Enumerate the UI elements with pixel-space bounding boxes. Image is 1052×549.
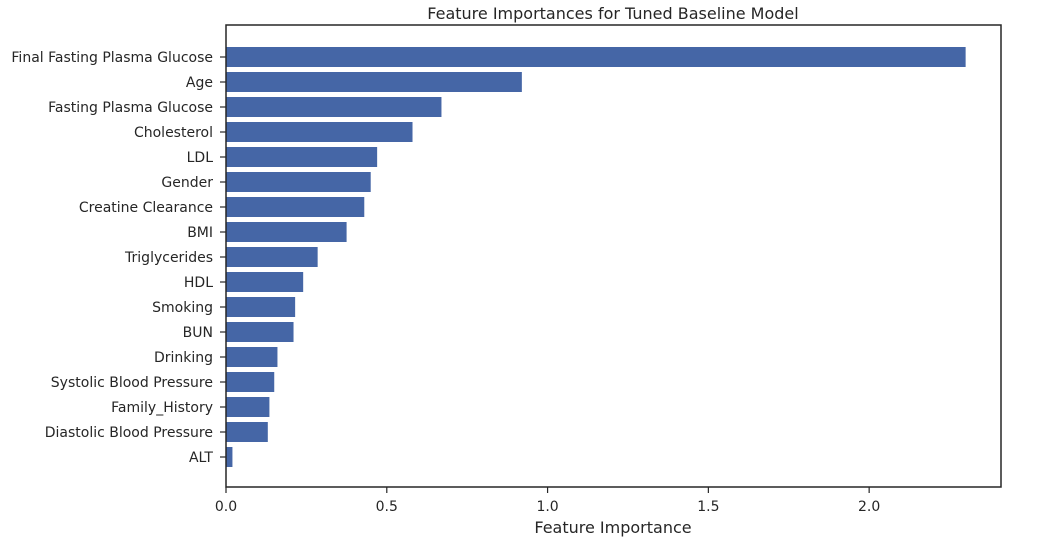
x-tick-label-3: 1.5 [697, 499, 719, 515]
category-label-11: BUN [183, 325, 213, 341]
x-axis-label: Feature Importance [534, 518, 691, 537]
category-label-10: Smoking [152, 300, 213, 316]
x-axis-ticks: 0.0 0.5 1.0 1.5 2.0 [215, 487, 880, 515]
bar-4 [226, 147, 378, 167]
bar-14 [226, 397, 270, 417]
x-tick-label-2: 1.0 [536, 499, 558, 515]
bar-5 [226, 172, 371, 192]
bar-11 [226, 322, 294, 342]
bar-3 [226, 122, 413, 142]
category-label-9: HDL [184, 275, 213, 291]
chart-title: Feature Importances for Tuned Baseline M… [427, 4, 798, 23]
bars-group [226, 47, 966, 467]
bar-7 [226, 222, 347, 242]
bar-13 [226, 372, 275, 392]
x-tick-label-1: 0.5 [376, 499, 398, 515]
bar-9 [226, 272, 304, 292]
category-label-6: Creatine Clearance [79, 200, 213, 216]
category-label-2: Fasting Plasma Glucose [48, 100, 213, 116]
category-label-8: Triglycerides [124, 250, 213, 266]
category-label-14: Family_History [111, 400, 213, 416]
plot-frame [225, 24, 1002, 488]
category-label-16: ALT [189, 450, 213, 466]
bar-8 [226, 247, 318, 267]
category-label-15: Diastolic Blood Pressure [45, 425, 213, 441]
x-tick-label-0: 0.0 [215, 499, 237, 515]
category-label-3: Cholesterol [134, 125, 213, 141]
category-label-7: BMI [187, 225, 213, 241]
category-label-5: Gender [161, 175, 213, 191]
bar-12 [226, 347, 278, 367]
bar-16 [226, 447, 233, 467]
bar-2 [226, 97, 442, 117]
category-label-12: Drinking [154, 350, 213, 366]
x-tick-label-4: 2.0 [858, 499, 880, 515]
bar-1 [226, 72, 522, 92]
bar-15 [226, 422, 268, 442]
bar-0 [226, 47, 966, 67]
category-label-1: Age [186, 75, 213, 91]
bar-6 [226, 197, 365, 217]
category-label-13: Systolic Blood Pressure [51, 375, 213, 391]
category-label-0: Final Fasting Plasma Glucose [11, 50, 213, 66]
category-label-4: LDL [187, 150, 214, 166]
bar-10 [226, 297, 296, 317]
y-axis-ticks: Final Fasting Plasma Glucose Age Fasting P… [11, 50, 226, 466]
